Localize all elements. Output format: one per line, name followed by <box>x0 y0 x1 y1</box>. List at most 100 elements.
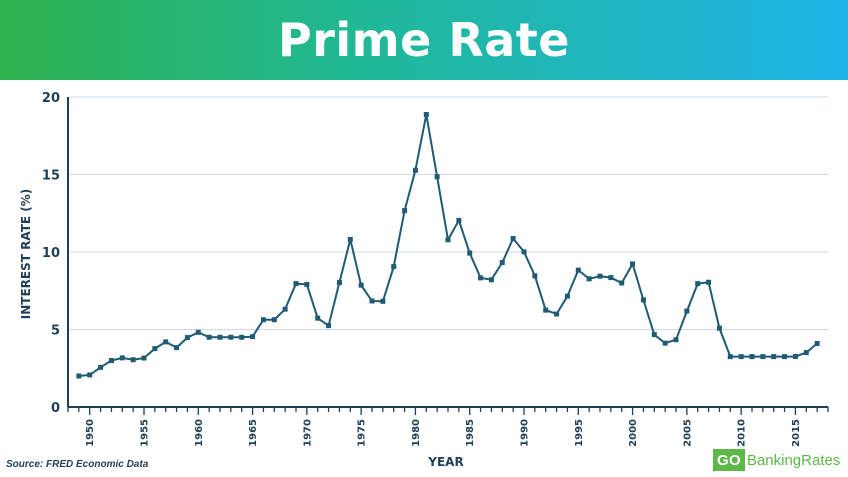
data-point <box>543 307 549 313</box>
x-tick-label: 1950 <box>85 419 96 447</box>
data-point <box>391 264 397 270</box>
y-axis-title: INTEREST RATE (%) <box>19 189 33 319</box>
data-point <box>695 281 701 287</box>
gobankingrates-logo: GO BankingRates <box>713 449 840 471</box>
data-point <box>228 334 234 340</box>
data-point <box>597 273 603 279</box>
y-tick-label: 10 <box>42 246 60 261</box>
data-point <box>684 308 690 314</box>
y-tick-label: 5 <box>51 324 60 339</box>
data-point <box>293 281 299 287</box>
data-point <box>716 325 722 331</box>
data-point <box>108 358 114 363</box>
data-point <box>152 346 158 352</box>
data-point <box>163 339 169 345</box>
x-tick-label: 1960 <box>194 419 205 447</box>
x-tick-labels: 1950 1955 1960 1965 1970 1975 1980 1985 1990 1995… <box>85 419 802 447</box>
data-point <box>98 364 104 370</box>
x-axis-title: YEAR <box>427 455 463 469</box>
data-point <box>445 237 451 243</box>
data-point <box>488 277 494 283</box>
data-point <box>771 354 777 360</box>
data-point <box>174 345 180 351</box>
data-point <box>304 281 310 287</box>
data-point <box>630 261 636 267</box>
x-tick-label: 2015 <box>791 419 802 447</box>
data-point <box>369 298 375 304</box>
x-tick-label: 1990 <box>520 419 531 447</box>
data-point <box>336 280 342 286</box>
data-point <box>554 311 560 317</box>
data-point <box>782 354 788 360</box>
data-point <box>206 334 212 340</box>
data-point <box>727 354 733 360</box>
data-point <box>326 323 332 329</box>
data-point <box>119 355 125 361</box>
source-note: Source: FRED Economic Data <box>6 459 149 470</box>
data-point <box>608 275 614 281</box>
data-point <box>803 350 809 356</box>
logo-go: GO <box>713 449 745 471</box>
data-point <box>662 340 668 346</box>
data-point <box>412 167 418 173</box>
data-point <box>271 317 277 323</box>
data-point <box>760 354 766 360</box>
data-point <box>260 317 266 323</box>
data-point <box>217 334 223 340</box>
data-point <box>76 373 82 379</box>
data-point <box>347 236 353 242</box>
x-tick-label: 1970 <box>302 419 313 447</box>
x-tick-label: 1980 <box>411 419 422 447</box>
data-point <box>792 353 798 359</box>
y-tick-label: 15 <box>42 169 60 184</box>
x-tick-label: 1975 <box>357 419 368 447</box>
data-point <box>499 260 505 266</box>
data-point <box>575 267 581 273</box>
y-tick-label: 0 <box>51 401 60 416</box>
data-point <box>651 332 657 338</box>
grid-lines <box>68 96 828 330</box>
x-tick-label: 1995 <box>574 419 585 447</box>
data-point <box>423 112 429 118</box>
data-point <box>184 335 190 341</box>
data-point <box>380 298 386 304</box>
data-point <box>250 334 256 340</box>
y-tick-label: 20 <box>42 91 60 106</box>
data-point <box>358 282 364 288</box>
data-point <box>521 249 527 255</box>
data-point <box>434 174 440 180</box>
prime-rate-chart: 0 5 10 15 20 1950 1955 1960 1965 1970 1975 1980 198… <box>19 91 829 469</box>
data-point <box>706 279 712 285</box>
data-point <box>141 355 147 361</box>
x-tick-label: 1955 <box>140 419 151 447</box>
axes <box>67 97 829 415</box>
x-tick-label: 1985 <box>465 419 476 447</box>
data-point <box>564 293 570 299</box>
data-point <box>195 329 201 335</box>
logo-text: BankingRates <box>746 451 841 469</box>
data-point <box>478 275 484 281</box>
data-point <box>402 208 408 214</box>
data-point <box>87 372 93 378</box>
data-point <box>467 250 473 256</box>
data-point <box>239 334 245 340</box>
y-tick-labels: 0 5 10 15 20 <box>42 91 60 416</box>
data-point <box>749 354 755 360</box>
title-banner: Prime Rate <box>0 0 848 80</box>
data-point <box>282 306 288 312</box>
data-point <box>619 280 625 286</box>
data-point <box>532 273 538 279</box>
x-tick-label: 2005 <box>682 419 693 447</box>
x-tick-label: 1965 <box>248 419 259 447</box>
data-point <box>510 236 516 242</box>
data-point <box>315 315 321 321</box>
page-title: Prime Rate <box>278 13 570 67</box>
x-tick-label: 2010 <box>737 419 748 447</box>
data-point <box>673 337 679 343</box>
data-point <box>738 354 744 360</box>
data-point <box>456 217 462 223</box>
data-point <box>814 340 820 346</box>
x-tick-label: 2000 <box>628 419 639 447</box>
data-markers <box>76 112 820 379</box>
data-point <box>640 297 646 303</box>
